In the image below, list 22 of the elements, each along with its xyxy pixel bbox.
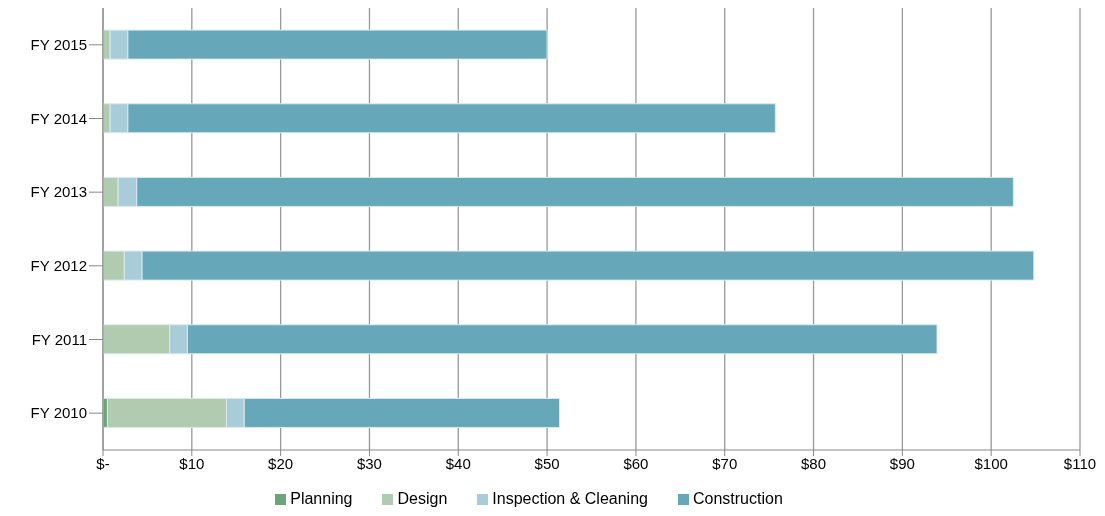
x-tick-label: $60 <box>623 454 649 472</box>
y-tick-label: FY 2014 <box>30 109 87 127</box>
x-tick-label: $40 <box>445 454 471 472</box>
y-tick-label: FY 2010 <box>30 404 87 422</box>
legend-label: Planning <box>290 490 353 507</box>
x-tick-label: $20 <box>268 454 294 472</box>
y-tick-label: FY 2015 <box>30 36 87 54</box>
x-tick-label: $70 <box>712 454 738 472</box>
x-tick-label: $110 <box>1063 454 1097 472</box>
x-tick-label: $- <box>96 454 110 472</box>
x-tick-label: $90 <box>889 454 915 472</box>
y-tick-label: FY 2012 <box>30 257 87 275</box>
legend-label: Design <box>397 490 448 507</box>
legend-label: Construction <box>692 490 783 507</box>
x-tick-label: $50 <box>534 454 560 472</box>
y-tick-label: FY 2011 <box>31 330 87 348</box>
legend-label: Inspection & Cleaning <box>492 490 648 507</box>
x-tick-label: $80 <box>801 454 827 472</box>
y-tick-label: FY 2013 <box>30 183 87 201</box>
x-tick-label: $100 <box>974 454 1008 472</box>
x-tick-label: $10 <box>179 454 205 472</box>
x-tick-label: $30 <box>356 454 382 472</box>
